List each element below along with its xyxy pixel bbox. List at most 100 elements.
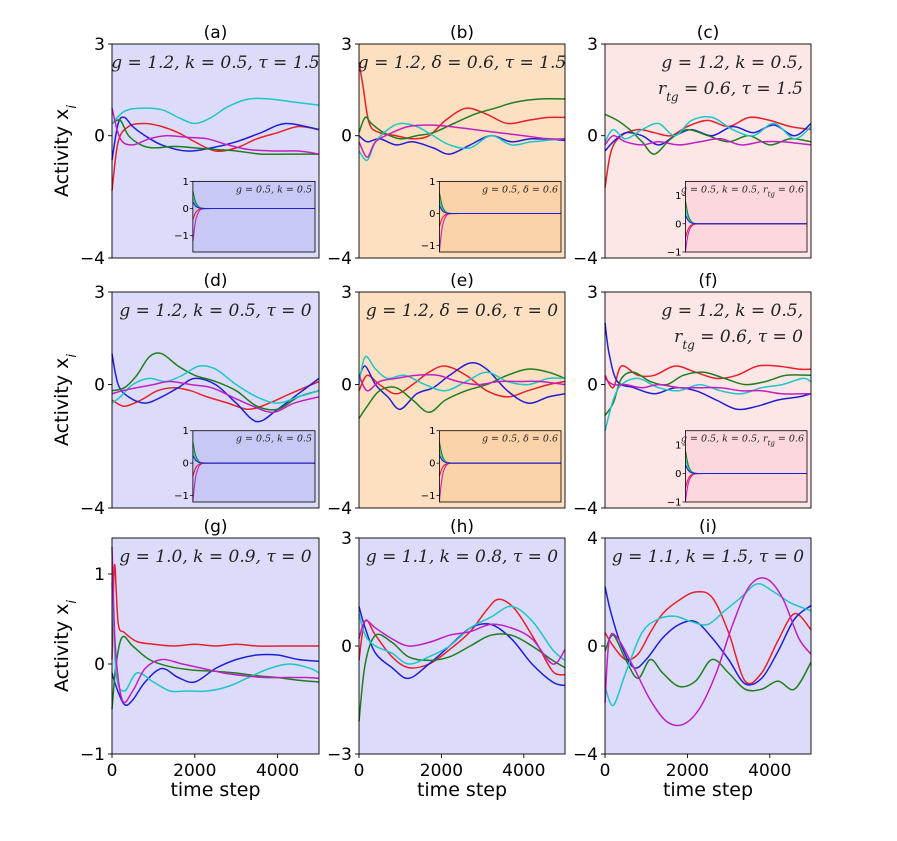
inset-frame bbox=[439, 430, 562, 503]
series-line-magenta bbox=[604, 577, 812, 727]
inset-series-blue bbox=[684, 215, 807, 225]
inset-y-tick-label: −1 bbox=[174, 491, 189, 502]
panel-f: (f) 3 0 −4 g = 1.2, k = 0.5, rtg = 0.6, τ = 0… bbox=[573, 271, 812, 519]
series-group bbox=[358, 62, 566, 162]
x-tick-label: 0 bbox=[354, 761, 365, 781]
panel-frame bbox=[111, 291, 320, 509]
panel-annotation: g = 1.2, k = 0.5, bbox=[661, 53, 803, 73]
y-tick-label: −3 bbox=[327, 745, 352, 765]
series-line-blue bbox=[111, 653, 320, 707]
inset-y-tick-label: −1 bbox=[174, 231, 189, 242]
inset-series-blue bbox=[684, 464, 807, 475]
inset: 1 0 −1 g = 0.5, k = 0.5, rtg = 0.6 bbox=[667, 180, 808, 259]
y-tick-label: 3 bbox=[341, 283, 352, 303]
inset-y-tick-label: 0 bbox=[429, 209, 435, 220]
y-tick-label: −4 bbox=[573, 499, 598, 519]
inset-label: g = 0.5, δ = 0.6 bbox=[482, 434, 558, 445]
y-tick-label: 0 bbox=[341, 637, 352, 657]
x-axis-label: time step bbox=[170, 779, 260, 801]
inset-label: g = 0.5, δ = 0.6 bbox=[482, 184, 558, 195]
y-tick-label: 0 bbox=[587, 127, 598, 147]
series-group bbox=[604, 322, 812, 432]
inset-y-tick-label: 0 bbox=[675, 469, 681, 480]
inset-label: g = 0.5, k = 0.5 bbox=[236, 184, 312, 195]
inset-y-tick-label: 0 bbox=[429, 459, 435, 470]
inset-y-tick-label: 0 bbox=[675, 219, 681, 230]
series-line-cyan bbox=[358, 605, 566, 665]
series-line-green bbox=[358, 368, 566, 419]
inset-series-blue bbox=[438, 455, 561, 464]
inset-y-tick-label: −1 bbox=[667, 498, 682, 509]
y-tick-label: 4 bbox=[587, 529, 598, 549]
inset-y-tick-label: 1 bbox=[429, 177, 435, 188]
inset-series-blue bbox=[192, 201, 315, 210]
y-tick-label: 0 bbox=[341, 127, 352, 147]
inset: 1 0 −1 g = 0.5, k = 0.5, rtg = 0.6 bbox=[667, 430, 808, 509]
y-axis-label: Activity xi bbox=[51, 600, 80, 692]
panel-annotation: g = 1.0, k = 0.9, τ = 0 bbox=[119, 547, 311, 567]
panel-annotation: rtg = 0.6, τ = 0 bbox=[674, 327, 803, 352]
y-tick-label: 1 bbox=[94, 565, 105, 585]
x-tick-label: 4000 bbox=[502, 761, 545, 781]
series-line-red bbox=[358, 598, 566, 676]
y-axis-label: Activity xi bbox=[51, 105, 80, 197]
panel-frame bbox=[358, 43, 566, 259]
y-tick-label: −4 bbox=[80, 249, 105, 269]
panel-frame bbox=[111, 537, 320, 755]
series-line-magenta bbox=[358, 619, 566, 665]
y-tick-label: 0 bbox=[587, 376, 598, 396]
panel-title: (d) bbox=[203, 271, 227, 291]
panel-frame bbox=[604, 43, 812, 259]
inset-frame bbox=[685, 430, 808, 503]
panel-e: (e) 3 0 −4 g = 1.2, δ = 0.6, τ = 0 1 0 −1 g = 0.… bbox=[327, 271, 566, 519]
series-line-magenta bbox=[111, 546, 320, 704]
inset-background bbox=[439, 430, 561, 502]
y-tick-label: 0 bbox=[341, 376, 352, 396]
inset-y-tick-label: 1 bbox=[675, 440, 681, 451]
series-line-red bbox=[111, 564, 319, 660]
y-tick-label: 0 bbox=[587, 637, 598, 657]
y-tick-label: −4 bbox=[327, 249, 352, 269]
y-tick-label: −4 bbox=[80, 499, 105, 519]
panel-annotation: g = 1.1, k = 0.8, τ = 0 bbox=[366, 547, 558, 567]
inset-label: g = 0.5, k = 0.5, rtg = 0.6 bbox=[681, 184, 804, 198]
x-tick-label: 0 bbox=[107, 761, 118, 781]
inset-label: g = 0.5, k = 0.5 bbox=[236, 434, 312, 445]
inset-background bbox=[192, 181, 315, 252]
panel-annotation: rtg = 0.6, τ = 1.5 bbox=[658, 79, 803, 104]
panel-annotation: g = 1.2, k = 0.5, τ = 0 bbox=[119, 301, 311, 321]
x-axis-label: time step bbox=[417, 779, 507, 801]
panel-b: (b) 3 0 −4 g = 1.2, δ = 0.6, τ = 1.5 1 0 −1 g = … bbox=[327, 23, 566, 269]
series-line-green bbox=[358, 98, 566, 140]
panel-annotation: g = 1.2, k = 0.5, τ = 1.5 bbox=[111, 53, 319, 73]
panel-title: (a) bbox=[204, 23, 228, 43]
panel-frame bbox=[604, 291, 812, 509]
y-tick-label: 3 bbox=[587, 35, 598, 55]
series-line-blue bbox=[358, 362, 566, 411]
y-tick-label: 0 bbox=[94, 127, 105, 147]
series-line-magenta bbox=[358, 124, 566, 158]
series-line-green bbox=[604, 113, 812, 155]
inset-label: g = 0.5, k = 0.5, rtg = 0.6 bbox=[681, 434, 804, 448]
x-tick-label: 2000 bbox=[173, 761, 216, 781]
series-line-green bbox=[111, 119, 319, 156]
panel-c: (c) 3 0 −4 g = 1.2, k = 0.5, rtg = 0.6, τ = 1… bbox=[573, 23, 812, 269]
series-line-cyan bbox=[111, 582, 320, 693]
inset-frame bbox=[192, 180, 316, 253]
panel-frame bbox=[358, 291, 566, 509]
inset-y-tick-label: 1 bbox=[429, 426, 435, 437]
series-line-cyan bbox=[604, 583, 812, 707]
panel-frame bbox=[111, 43, 320, 259]
x-axis-label: time step bbox=[663, 779, 753, 801]
series-line-magenta bbox=[604, 134, 812, 146]
x-tick-label: 4000 bbox=[256, 761, 299, 781]
y-tick-label: 3 bbox=[587, 283, 598, 303]
series-group bbox=[358, 355, 566, 419]
y-tick-label: 0 bbox=[94, 376, 105, 396]
series-group bbox=[111, 97, 320, 191]
panel-title: (c) bbox=[697, 23, 720, 43]
series-group bbox=[604, 577, 812, 727]
y-tick-label: 3 bbox=[341, 529, 352, 549]
